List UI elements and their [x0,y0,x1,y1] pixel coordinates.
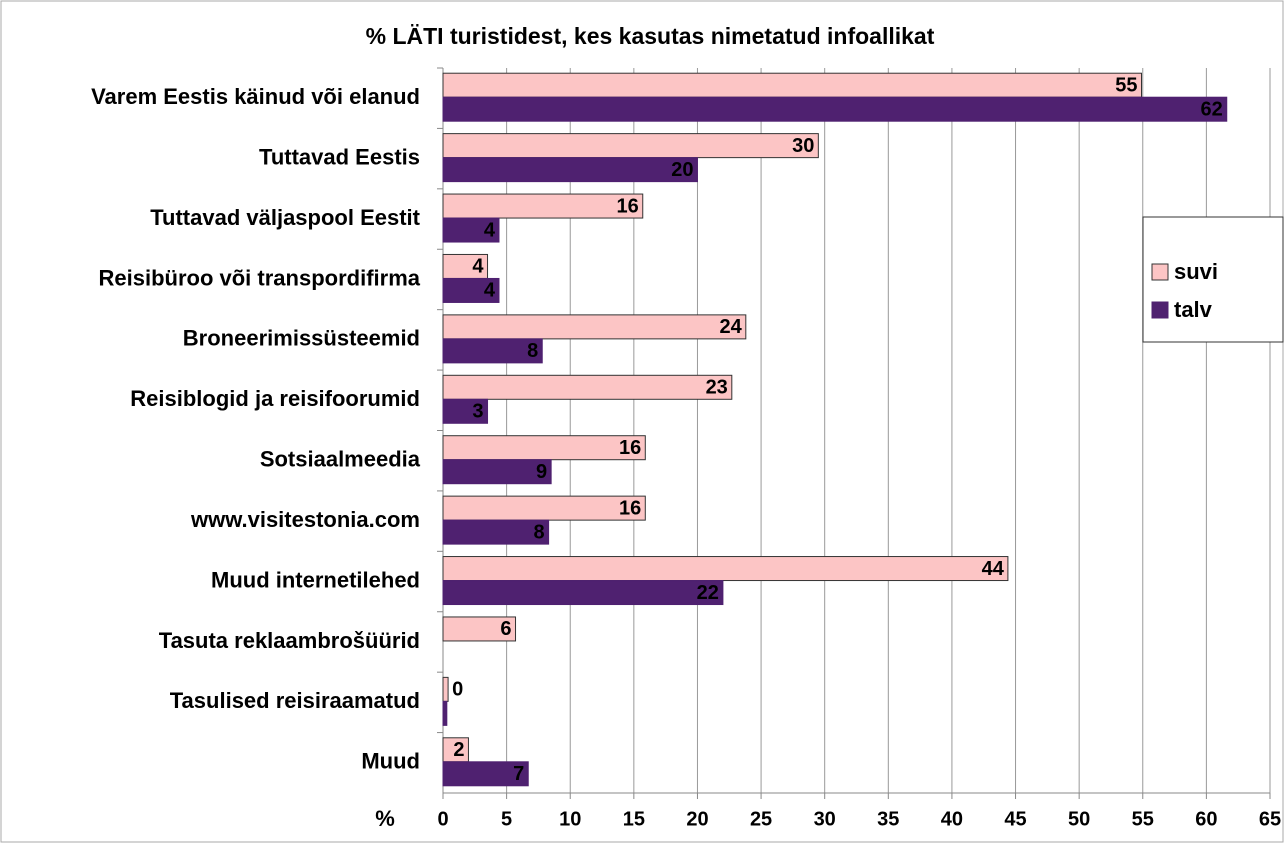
bar [442,519,550,545]
x-tick-label: 0 [437,808,448,830]
data-label: 30 [792,135,814,157]
data-label: 0 [452,679,463,701]
chart-title: % LÄTI turistidest, kes kasutas nimetatu… [366,23,935,49]
y-tick-label: Tasulised reisiraamatud [170,688,420,713]
bar [442,157,698,183]
bar [442,495,646,521]
bar [442,459,552,485]
legend-swatch [1151,301,1169,319]
data-label: 8 [533,521,544,543]
data-label: 23 [706,377,728,399]
bar [442,72,1142,98]
y-tick-label: Reisibüroo või transpordifirma [99,265,421,290]
x-tick-label: 5 [501,808,512,830]
x-tick-label: 15 [623,808,645,830]
bar [442,253,489,279]
y-tick-label: Broneerimissüsteemid [183,326,420,351]
y-tick-label: Varem Eestis käinud või elanud [91,84,420,109]
x-tick-label: 55 [1132,808,1154,830]
bar [442,616,517,642]
bar [442,737,469,763]
data-label: 4 [484,280,496,302]
data-label: 62 [1200,98,1222,120]
y-tick-label: Tuttavad Eestis [259,144,420,169]
bar [442,761,529,787]
bar [442,217,500,243]
x-tick-label: 30 [814,808,836,830]
bar [442,435,646,461]
bar [442,580,724,606]
x-tick-label: 40 [941,808,963,830]
bar [442,277,500,303]
x-tick-label: 35 [877,808,899,830]
data-label: 24 [720,316,743,338]
data-label: 2 [453,739,464,761]
data-label: 55 [1115,74,1137,96]
data-label: 16 [617,195,639,217]
bar [442,193,644,219]
y-tick-label: Sotsiaalmeedia [260,447,421,472]
bar [442,314,747,340]
x-tick-label: 20 [686,808,708,830]
x-tick-label: 10 [559,808,581,830]
bar [442,676,449,702]
bar [442,398,489,424]
y-tick-label: Muud [361,749,420,774]
legend-label: talv [1174,297,1213,322]
x-axis-label: % [375,806,395,831]
data-label: 4 [484,219,496,241]
bar [442,700,448,726]
data-label: 6 [500,618,511,640]
bar [442,374,733,400]
y-tick-label: Muud internetilehed [211,567,420,592]
data-label: 3 [472,401,483,423]
bar [442,96,1228,122]
data-label: 16 [619,437,641,459]
x-tick-label: 60 [1195,808,1217,830]
x-tick-label: 50 [1068,808,1090,830]
data-label: 22 [697,582,719,604]
data-label: 44 [982,558,1005,580]
data-label: 7 [513,763,524,785]
data-label: 16 [619,497,641,519]
y-tick-label: Tasuta reklaambrošüürid [159,628,420,653]
y-tick-label: Reisiblogid ja reisifoorumid [130,386,420,411]
bar [442,556,1009,582]
x-tick-label: 25 [750,808,772,830]
data-label: 8 [527,340,538,362]
data-label: 4 [472,256,484,278]
bar [442,338,543,364]
legend-swatch [1151,263,1169,281]
bar [442,133,819,159]
x-tick-label: 65 [1259,808,1281,830]
x-tick-label: 45 [1004,808,1026,830]
y-tick-label: Tuttavad väljaspool Eestit [150,205,420,230]
legend-label: suvi [1174,259,1218,284]
data-label: 20 [671,159,693,181]
data-label: 9 [536,461,547,483]
y-tick-label: www.visitestonia.com [190,507,420,532]
